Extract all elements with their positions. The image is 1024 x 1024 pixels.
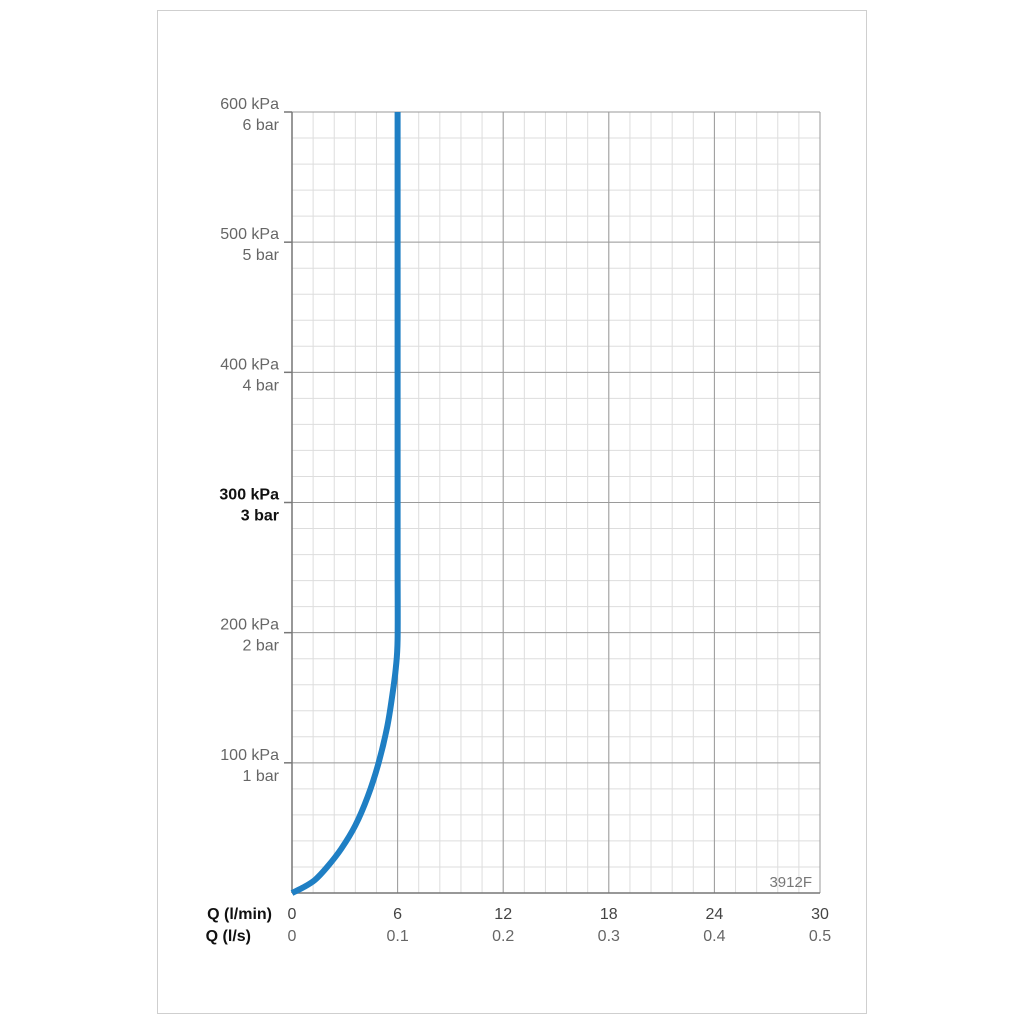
x-tick-label-ls: 0 — [288, 928, 297, 945]
y-axis-labels: 100 kPa 1 bar 200 kPa 2 bar 300 kPa 3 bar 400 … — [219, 96, 279, 785]
x-axis-labels: 0 0 6 0.1 12 0.2 18 0.3 24 0.4 30 0.5 — [288, 906, 832, 945]
x-tick-label-lmin: 18 — [600, 906, 618, 923]
major-grid — [291, 111, 821, 893]
y-tick-label-bar: 5 bar — [243, 247, 280, 264]
chart-frame: 100 kPa 1 bar 200 kPa 2 bar 300 kPa 3 bar 400 … — [157, 10, 867, 1014]
x-tick-label-ls: 0.1 — [386, 928, 408, 945]
x-tick-label-ls: 0.5 — [809, 928, 831, 945]
x-tick-label-lmin: 6 — [393, 906, 402, 923]
y-tick-label-bar: 1 bar — [243, 768, 280, 785]
y-tick-label-bar: 6 bar — [243, 117, 280, 134]
axes — [284, 111, 820, 894]
y-tick-label-bar: 2 bar — [243, 638, 280, 655]
flow-pressure-curve — [290, 112, 401, 896]
chart-code-label: 3912F — [769, 874, 812, 891]
y-tick-label-kpa: 200 kPa — [220, 617, 279, 634]
y-tick-label-bar: 4 bar — [243, 377, 280, 394]
x-tick-label-ls: 0.3 — [598, 928, 620, 945]
flow-pressure-chart: 100 kPa 1 bar 200 kPa 2 bar 300 kPa 3 bar 400 … — [206, 96, 832, 945]
x-tick-label-lmin: 30 — [811, 906, 829, 923]
y-tick-label-kpa: 400 kPa — [220, 356, 279, 373]
x-tick-label-lmin: 12 — [494, 906, 512, 923]
x-axis-primary-title: Q (l/min) — [207, 906, 272, 923]
y-tick-label-kpa: 500 kPa — [220, 226, 279, 243]
x-tick-label-lmin: 24 — [706, 906, 724, 923]
x-tick-label-ls: 0.2 — [492, 928, 514, 945]
x-axis-secondary-title: Q (l/s) — [206, 928, 251, 945]
y-tick-label-bar: 3 bar — [241, 508, 279, 525]
y-tick-label-kpa: 300 kPa — [219, 487, 279, 504]
series-layer — [290, 112, 401, 896]
y-tick-label-kpa: 600 kPa — [220, 96, 279, 113]
x-tick-label-lmin: 0 — [288, 906, 297, 923]
x-tick-label-ls: 0.4 — [703, 928, 725, 945]
y-tick-label-kpa: 100 kPa — [220, 747, 279, 764]
